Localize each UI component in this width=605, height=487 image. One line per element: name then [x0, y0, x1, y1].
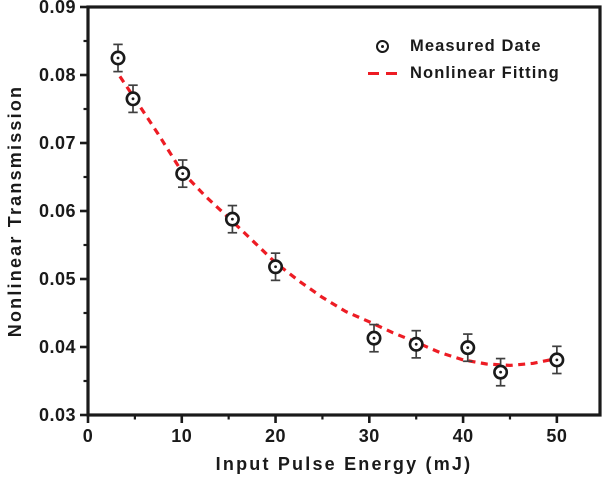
x-tick-label: 20 — [265, 426, 286, 446]
legend-label-measured-data: Measured Date — [410, 37, 542, 55]
x-tick-label: 30 — [359, 426, 380, 446]
open-circle-marker-icon — [375, 40, 389, 53]
data-point — [175, 159, 191, 189]
y-tick-label: 0.06 — [39, 201, 76, 221]
y-tick-label: 0.09 — [39, 0, 76, 17]
x-axis-ticks: 0 10 20 30 40 50 — [83, 415, 567, 446]
y-tick-label: 0.07 — [39, 133, 76, 153]
legend-label-nonlinear-fitting: Nonlinear Fitting — [410, 64, 560, 82]
legend-item-measured-data: Measured Date — [360, 33, 560, 60]
y-tick-label: 0.04 — [39, 337, 76, 357]
y-tick-label: 0.08 — [39, 65, 76, 85]
data-point — [460, 333, 476, 363]
red-dash-marker-icon — [360, 71, 404, 76]
legend: Measured Date Nonlinear Fitting — [360, 33, 560, 87]
data-point — [366, 323, 382, 353]
fit-curve — [118, 75, 561, 368]
y-tick-label: 0.05 — [39, 269, 76, 289]
data-point — [110, 43, 126, 73]
data-point — [125, 84, 141, 114]
x-tick-label: 10 — [171, 426, 192, 446]
y-tick-label: 0.03 — [39, 405, 76, 425]
legend-marker-cell — [360, 40, 404, 53]
data-point — [268, 252, 284, 282]
data-points — [110, 43, 565, 387]
x-tick-label: 40 — [453, 426, 474, 446]
legend-item-nonlinear-fitting: Nonlinear Fitting — [360, 60, 560, 87]
data-point — [224, 204, 240, 234]
data-point — [549, 345, 565, 375]
x-tick-label: 50 — [546, 426, 567, 446]
y-axis-title: Nonlinear Transmission — [5, 84, 25, 338]
y-axis-ticks: 0.09 0.08 0.07 0.06 0.05 0.04 0.03 — [39, 0, 88, 425]
data-point — [493, 357, 509, 387]
x-axis-title: Input Pulse Energy (mJ) — [215, 454, 473, 474]
x-tick-label: 0 — [83, 426, 94, 446]
data-point — [408, 329, 424, 359]
